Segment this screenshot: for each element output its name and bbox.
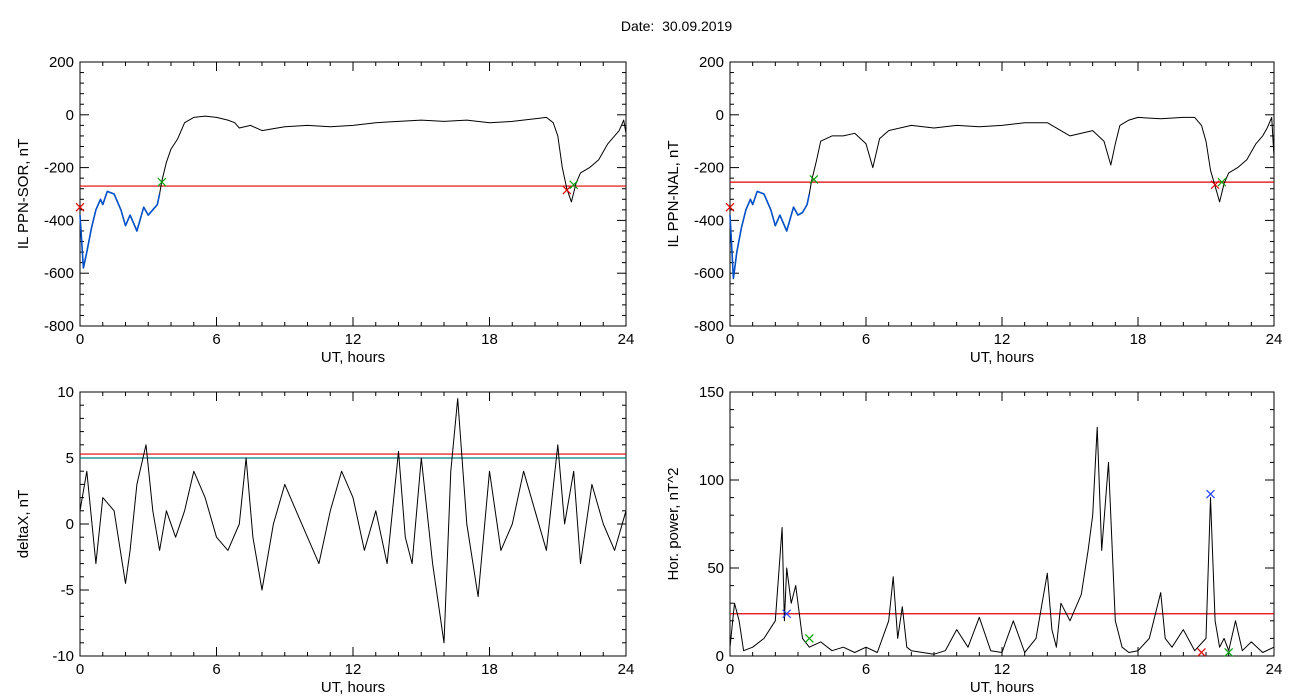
x-tick-label: 18 [481, 331, 498, 348]
x-tick-label: 0 [726, 331, 734, 348]
x-axis-label: UT, hours [321, 679, 385, 696]
y-tick-label: 100 [699, 472, 724, 489]
plot-frame [729, 391, 1275, 657]
plot-frame [729, 61, 1275, 327]
marker-red [1210, 180, 1220, 190]
plot-frame [79, 61, 627, 327]
y-tick-label: -5 [61, 582, 74, 599]
y-tick-label: 150 [699, 384, 724, 401]
series-highlight-line [79, 190, 161, 269]
marker-red [725, 202, 735, 212]
y-tick-label: -600 [44, 265, 74, 282]
date-label: Date: [620, 18, 655, 34]
chart-panel-1: 0 6 12 18 24 UT, hours -800 -600 -400 -200 0 200 IL … [15, 54, 634, 366]
y-tick-label: -400 [44, 212, 74, 229]
chart-panel-3: 0 6 12 18 24 UT, hours -10 -5 0 5 10 deltaX, nT [15, 384, 634, 696]
marker-green [569, 180, 579, 190]
y-tick-label: 0 [66, 107, 74, 124]
y-tick-label: 10 [57, 384, 74, 401]
series-line [729, 116, 1275, 279]
marker-green [157, 177, 167, 187]
y-tick-label: -400 [694, 212, 724, 229]
marker-green [1217, 177, 1227, 187]
y-tick-label: -200 [44, 160, 74, 177]
y-tick-label: -600 [694, 265, 724, 282]
x-tick-label: 24 [618, 331, 635, 348]
x-tick-label: 24 [1266, 661, 1283, 678]
y-axis-label: Hor. power, nT^2 [665, 468, 682, 581]
marker-green [804, 633, 814, 643]
y-tick-label: -800 [694, 318, 724, 335]
x-axis-label: UT, hours [970, 349, 1034, 366]
x-tick-label: 0 [76, 331, 84, 348]
x-tick-label: 0 [76, 661, 84, 678]
chart-title: Date: 30.09.2019 [0, 18, 1300, 34]
series-line [729, 426, 1275, 655]
y-tick-label: 0 [66, 516, 74, 533]
chart-panel-4: 0 6 12 18 24 UT, hours 0 50 100 150 Hor. power, nT… [665, 384, 1282, 696]
plot-frame [79, 391, 627, 657]
marker-red [562, 185, 572, 195]
y-tick-label: 5 [66, 450, 74, 467]
y-tick-label: 200 [699, 54, 724, 71]
series-line [79, 115, 627, 269]
x-tick-label: 18 [1130, 331, 1147, 348]
x-tick-label: 18 [1130, 661, 1147, 678]
x-tick-label: 12 [345, 661, 362, 678]
x-tick-label: 6 [212, 331, 220, 348]
x-tick-label: 12 [345, 331, 362, 348]
x-tick-label: 0 [726, 661, 734, 678]
y-axis-label: deltaX, nT [15, 490, 32, 558]
date-value: 30.09.2019 [662, 18, 733, 34]
y-tick-label: -800 [44, 318, 74, 335]
marker-red [75, 202, 85, 212]
marker-blue [1206, 489, 1215, 499]
y-tick-label: -200 [694, 160, 724, 177]
y-tick-label: 0 [716, 648, 724, 665]
x-axis-label: UT, hours [970, 679, 1034, 696]
x-tick-label: 6 [862, 661, 870, 678]
series-line [79, 398, 627, 644]
y-tick-label: 200 [49, 54, 74, 71]
y-axis-label: IL PPN-SOR, nT [15, 139, 32, 249]
x-tick-label: 24 [618, 661, 635, 678]
y-tick-label: 50 [707, 560, 724, 577]
y-tick-label: 0 [716, 107, 724, 124]
x-tick-label: 18 [481, 661, 498, 678]
marker-red [1197, 648, 1206, 657]
marker-blue [782, 609, 792, 619]
marker-green [1224, 648, 1234, 657]
x-tick-label: 12 [994, 661, 1011, 678]
y-tick-label: -10 [52, 648, 74, 665]
x-tick-label: 24 [1266, 331, 1283, 348]
x-axis-label: UT, hours [321, 349, 385, 366]
x-tick-label: 12 [994, 331, 1011, 348]
series-highlight-line [729, 190, 811, 280]
x-tick-label: 6 [862, 331, 870, 348]
y-axis-label: IL PPN-NAL, nT [665, 141, 682, 248]
chart-panel-2: 0 6 12 18 24 UT, hours -800 -600 -400 -200 0 200 IL … [665, 54, 1282, 366]
marker-green [809, 175, 819, 184]
x-tick-label: 6 [212, 661, 220, 678]
